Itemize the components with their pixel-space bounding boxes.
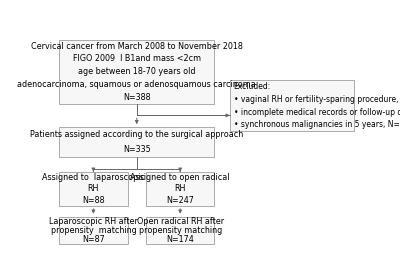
FancyBboxPatch shape [146, 217, 214, 244]
Text: age between 18-70 years old: age between 18-70 years old [78, 67, 196, 76]
Text: FIGO 2009  I B1and mass <2cm: FIGO 2009 I B1and mass <2cm [73, 54, 201, 63]
Text: propensity  matching: propensity matching [50, 226, 136, 235]
Text: N=388: N=388 [123, 93, 151, 102]
Text: Assigned to open radical: Assigned to open radical [130, 173, 230, 182]
Text: RH: RH [174, 184, 186, 193]
Text: • synchronous malignancies in 5 years, N=3: • synchronous malignancies in 5 years, N… [234, 120, 400, 129]
FancyBboxPatch shape [59, 127, 214, 157]
FancyBboxPatch shape [59, 40, 214, 104]
Text: adenocarcinoma, squamous or adenosquamous carcinoma: adenocarcinoma, squamous or adenosquamou… [18, 80, 256, 89]
FancyBboxPatch shape [146, 172, 214, 206]
FancyBboxPatch shape [59, 217, 128, 244]
Text: Assigned to  laparoscopic: Assigned to laparoscopic [42, 173, 145, 182]
Text: Cervical cancer from March 2008 to November 2018: Cervical cancer from March 2008 to Novem… [31, 42, 243, 50]
Text: Patients assigned according to the surgical approach: Patients assigned according to the surgi… [30, 130, 244, 139]
Text: N=88: N=88 [82, 196, 105, 205]
Text: • incomplete medical records or follow-up data, N=48: • incomplete medical records or follow-u… [234, 108, 400, 117]
Text: Excluded:: Excluded: [234, 82, 271, 91]
Text: N=247: N=247 [166, 196, 194, 205]
Text: N=174: N=174 [166, 235, 194, 244]
FancyBboxPatch shape [230, 80, 354, 131]
Text: N=335: N=335 [123, 145, 151, 154]
Text: • vaginal RH or fertility-sparing procedure, N=2: • vaginal RH or fertility-sparing proced… [234, 95, 400, 104]
Text: Laparoscopic RH after: Laparoscopic RH after [49, 217, 138, 226]
FancyBboxPatch shape [59, 172, 128, 206]
Text: RH: RH [88, 184, 99, 193]
Text: propensity matching: propensity matching [138, 226, 222, 235]
Text: N=87: N=87 [82, 235, 105, 244]
Text: Open radical RH after: Open radical RH after [137, 217, 224, 226]
